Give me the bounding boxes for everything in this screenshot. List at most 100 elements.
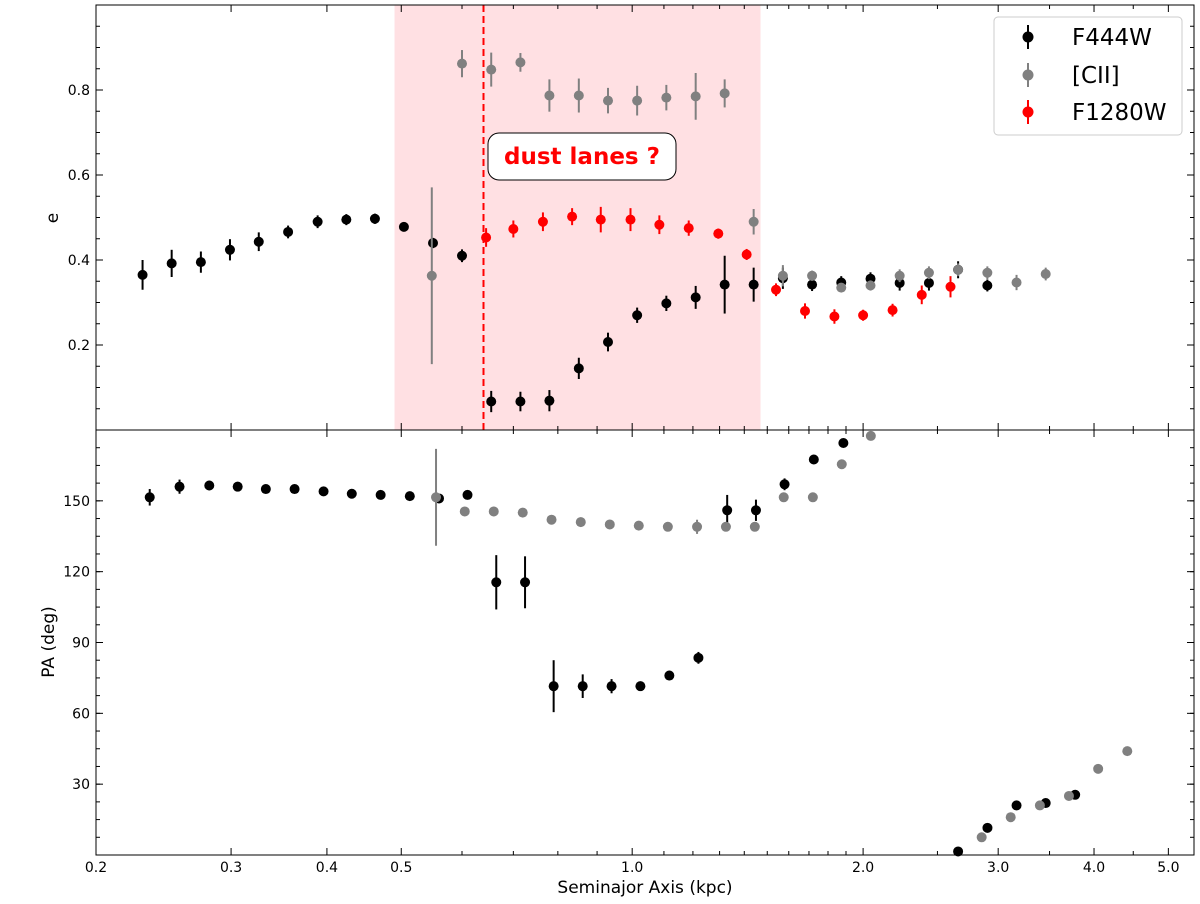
bottom-point-f444w bbox=[635, 681, 646, 692]
top-point-cii bbox=[632, 95, 643, 106]
xtick-label: 2.0 bbox=[852, 860, 874, 876]
bottom-ytick-label: 120 bbox=[63, 565, 90, 581]
top-point-cii bbox=[515, 57, 526, 68]
top-point-cii bbox=[748, 216, 759, 227]
bottom-point-f444w bbox=[779, 479, 790, 490]
top-point-f444w bbox=[428, 238, 439, 248]
legend-entry-f1280w: F1280W bbox=[1022, 100, 1167, 126]
top-point-f1280w bbox=[800, 306, 811, 316]
bottom-point-cii bbox=[692, 521, 703, 532]
bottom-ytick-label: 30 bbox=[72, 777, 90, 793]
bottom-point-f444w bbox=[750, 505, 761, 516]
dust-lanes-annotation: dust lanes ? bbox=[487, 132, 677, 181]
legend-entry-cii: [CII] bbox=[1022, 63, 1120, 89]
bottom-axes-frame bbox=[95, 429, 1195, 856]
bottom-point-f444w bbox=[491, 577, 502, 588]
bottom-point-cii bbox=[1034, 800, 1045, 811]
bottom-point-f444w bbox=[1011, 800, 1022, 811]
bottom-point-f444w bbox=[982, 822, 993, 833]
bottom-point-f444w bbox=[318, 486, 329, 497]
top-point-f1280w bbox=[567, 211, 578, 222]
top-point-f1280w bbox=[481, 232, 492, 243]
xtick-label: 0.4 bbox=[316, 860, 338, 876]
top-point-f444w bbox=[603, 337, 614, 348]
top-point-cii bbox=[894, 270, 905, 281]
top-point-cii bbox=[719, 88, 730, 99]
top-point-f1280w bbox=[595, 214, 606, 225]
top-axis-ticks: 0.2 0.4 0.6 0.8 bbox=[68, 5, 1194, 430]
top-point-f444w bbox=[982, 280, 993, 291]
top-point-f444w bbox=[923, 277, 934, 288]
bottom-y-axis-label: PA (deg) bbox=[39, 606, 59, 678]
top-point-cii bbox=[953, 264, 964, 275]
top-point-f444w bbox=[748, 279, 759, 290]
bottom-point-cii bbox=[459, 506, 470, 517]
bottom-axis-ticks: 30 60 90 120 150 0.2 0.3 0.4 0.5 1.0 2.0 3.0 4.0 5.0 bbox=[63, 430, 1194, 876]
bottom-point-cii bbox=[662, 521, 673, 532]
top-point-f444w bbox=[369, 213, 380, 224]
bottom-point-cii bbox=[1005, 812, 1016, 823]
top-point-f444w bbox=[573, 363, 584, 374]
top-point-f1280w bbox=[654, 219, 665, 230]
top-point-f444w bbox=[341, 214, 352, 225]
top-point-cii bbox=[777, 270, 788, 281]
top-point-f1280w bbox=[741, 249, 752, 260]
top-point-cii bbox=[923, 267, 934, 278]
bottom-point-cii bbox=[1063, 790, 1074, 801]
bottom-point-f444w bbox=[693, 652, 704, 663]
top-point-cii bbox=[690, 91, 701, 102]
bottom-point-cii bbox=[807, 492, 818, 503]
bottom-point-cii bbox=[517, 507, 528, 518]
bottom-ytick-label: 150 bbox=[63, 494, 90, 510]
bottom-point-f444w bbox=[953, 846, 964, 857]
top-point-cii bbox=[603, 95, 614, 106]
bottom-point-f444w bbox=[808, 454, 819, 465]
bottom-series-f444w bbox=[144, 437, 1081, 857]
bottom-point-cii bbox=[720, 521, 731, 532]
top-point-f1280w bbox=[683, 223, 694, 234]
top-point-cii bbox=[573, 90, 584, 101]
bottom-point-f444w bbox=[144, 492, 155, 503]
xtick-label: 1.0 bbox=[621, 860, 643, 876]
top-panel: 0.2 0.4 0.6 0.8 e dust lanes ? F444W [CII] bbox=[43, 4, 1195, 431]
top-shaded-region bbox=[394, 5, 761, 430]
bottom-point-cii bbox=[865, 430, 876, 441]
top-point-f1280w bbox=[537, 216, 548, 227]
bottom-point-f444w bbox=[375, 489, 386, 500]
bottom-point-f444w bbox=[548, 681, 559, 692]
bottom-point-f444w bbox=[260, 484, 271, 495]
top-point-cii bbox=[807, 270, 818, 281]
top-point-f1280w bbox=[508, 223, 519, 234]
xtick-label: 4.0 bbox=[1083, 860, 1105, 876]
top-point-f444w bbox=[398, 221, 409, 232]
legend-label-cii: [CII] bbox=[1072, 63, 1120, 89]
top-point-f444w bbox=[195, 257, 206, 268]
top-y-axis-label: e bbox=[43, 213, 63, 223]
legend-label-f1280w: F1280W bbox=[1072, 100, 1167, 126]
bottom-point-cii bbox=[604, 519, 615, 530]
top-ytick-label: 0.8 bbox=[68, 83, 90, 99]
xtick-label: 3.0 bbox=[987, 860, 1009, 876]
top-point-f444w bbox=[544, 395, 555, 406]
top-point-f444w bbox=[137, 269, 148, 280]
bottom-point-cii bbox=[778, 492, 789, 503]
xtick-label: 0.2 bbox=[85, 860, 107, 876]
top-point-cii bbox=[865, 280, 876, 291]
annotation-text: dust lanes ? bbox=[504, 144, 660, 170]
annotation-box bbox=[487, 132, 677, 181]
bottom-point-f444w bbox=[664, 670, 675, 681]
bottom-point-cii bbox=[633, 520, 644, 531]
top-point-f444w bbox=[719, 279, 730, 290]
legend-box bbox=[993, 16, 1183, 136]
top-point-f1280w bbox=[916, 289, 927, 300]
top-series-f444w bbox=[137, 213, 993, 413]
top-point-cii bbox=[836, 282, 847, 293]
bottom-data-points bbox=[144, 430, 1133, 857]
top-point-f1280w bbox=[887, 305, 898, 316]
xtick-label: 0.5 bbox=[390, 860, 412, 876]
legend-marker-cii bbox=[1022, 69, 1034, 81]
legend-marker-f444w bbox=[1022, 31, 1034, 43]
top-ytick-label: 0.2 bbox=[68, 338, 90, 354]
bottom-ytick-label: 60 bbox=[72, 706, 90, 722]
